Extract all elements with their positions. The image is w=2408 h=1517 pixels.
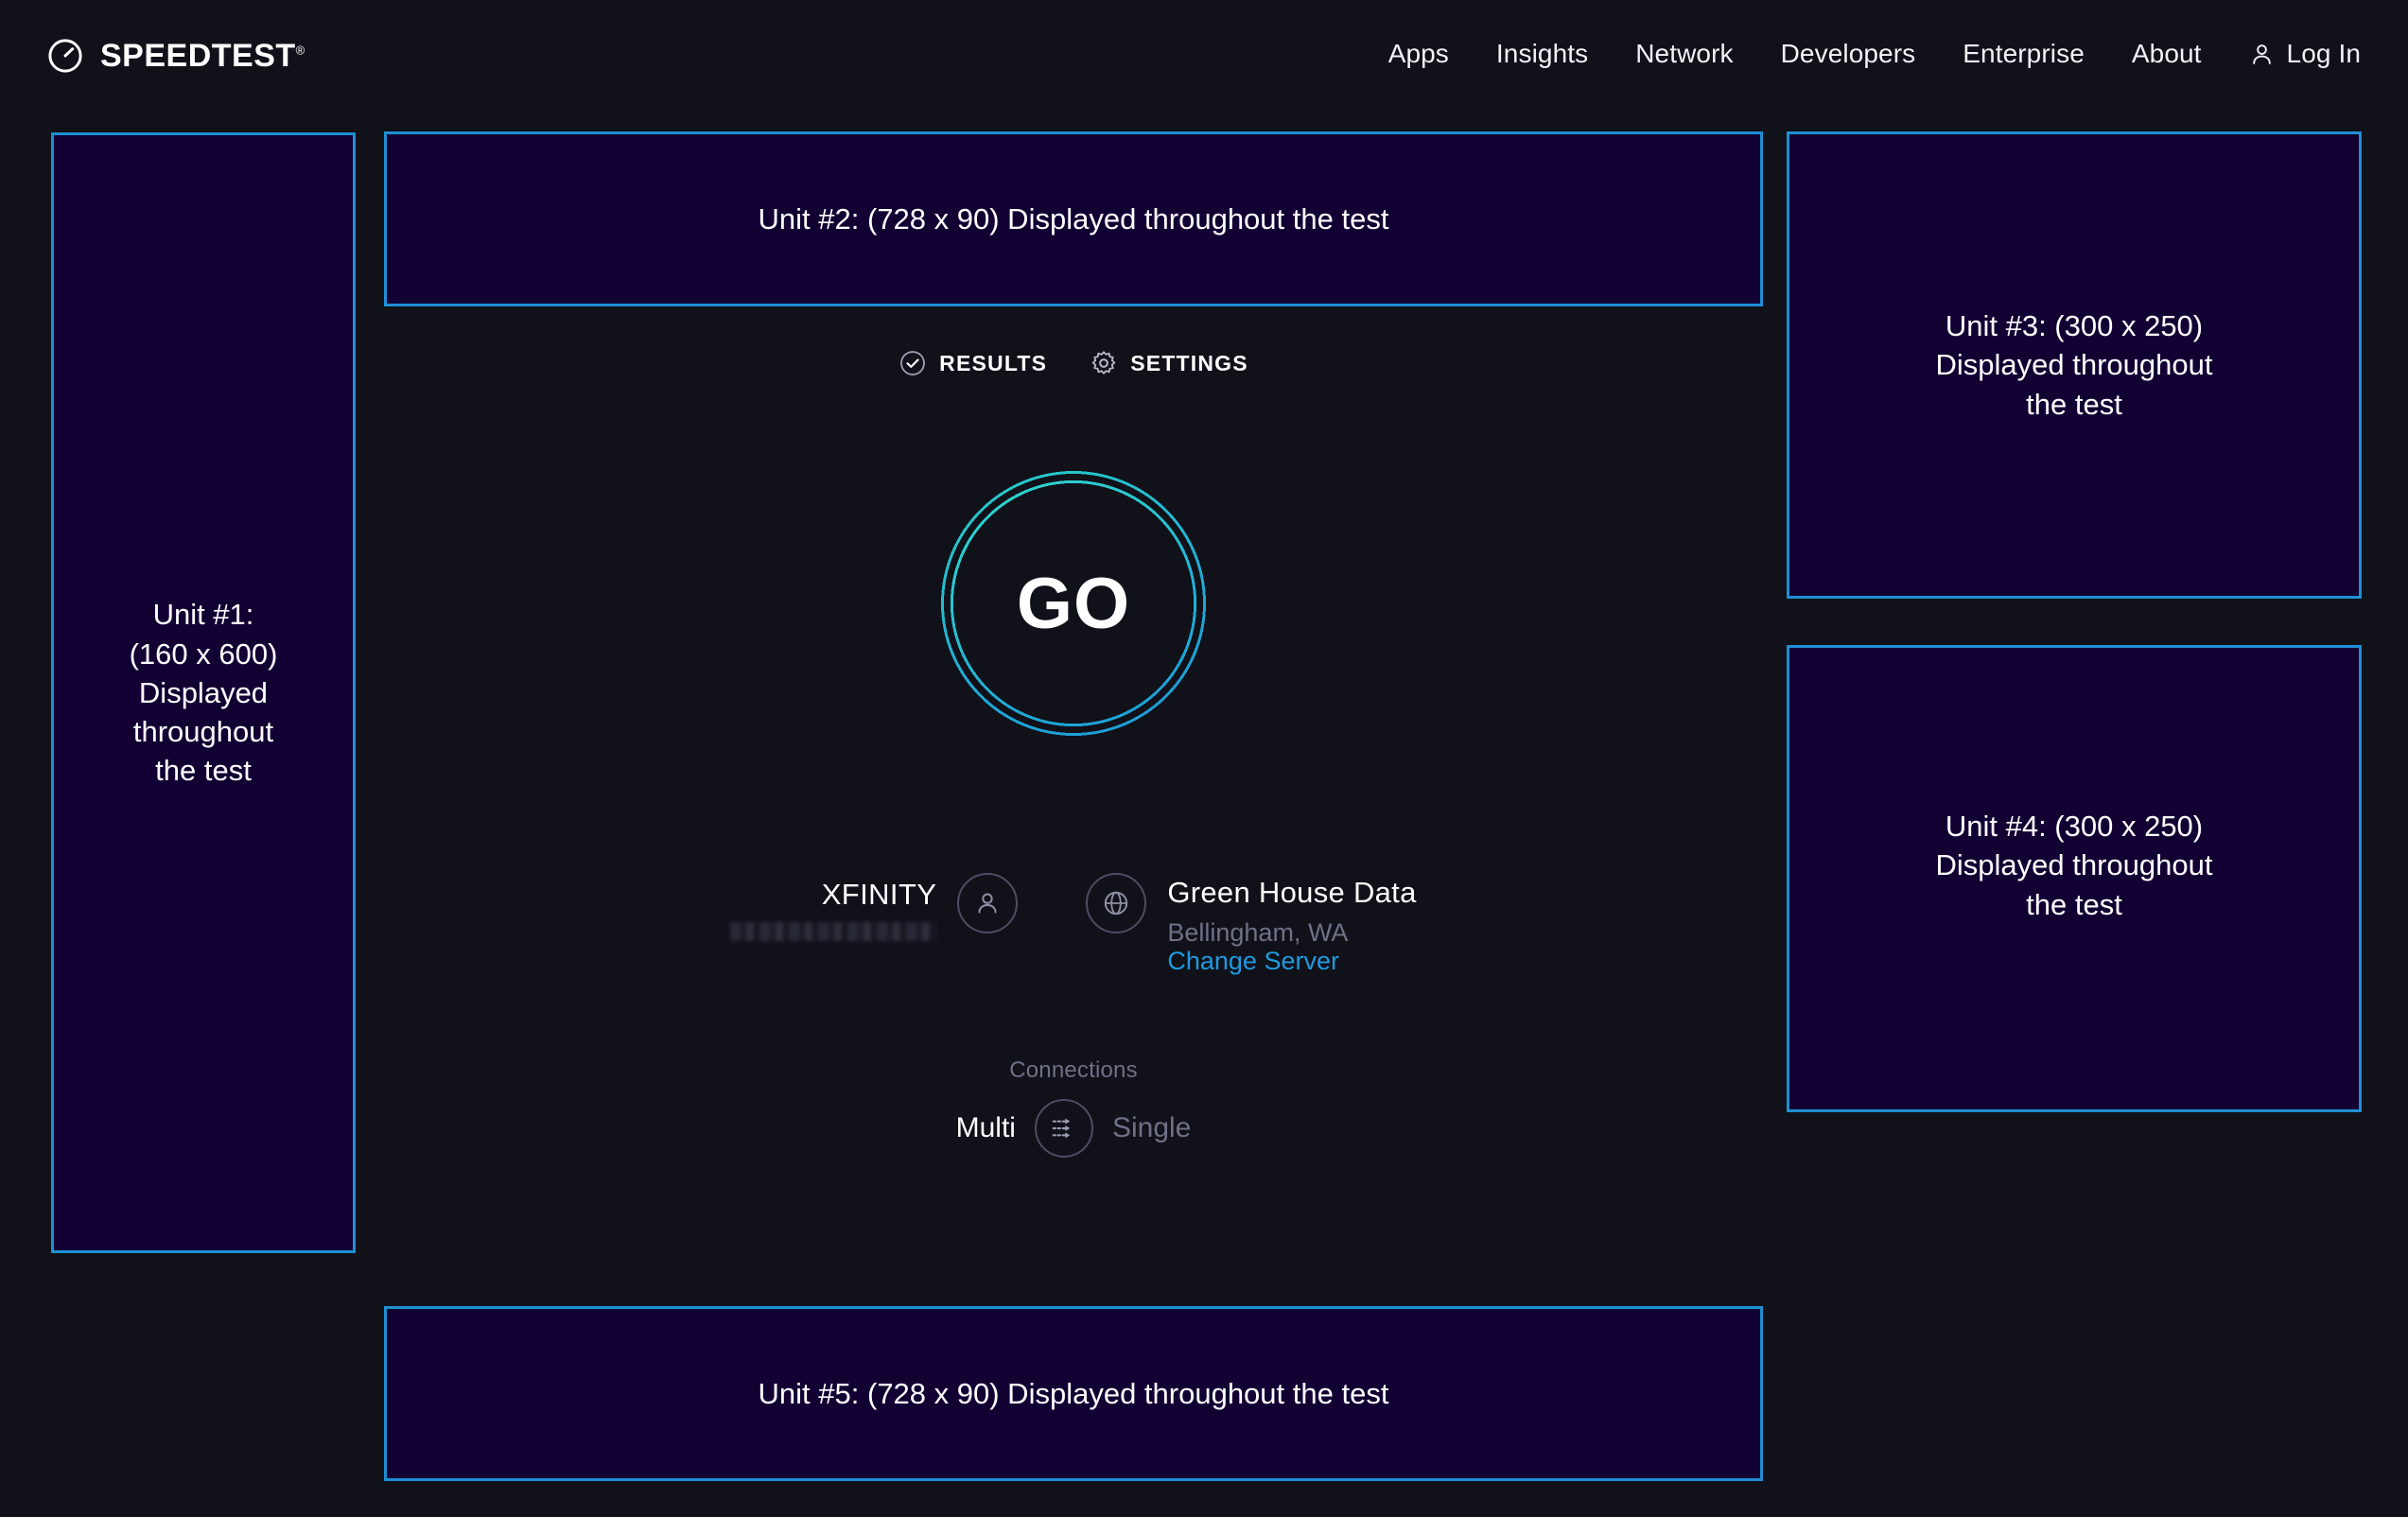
- ad-unit-4[interactable]: Unit #4: (300 x 250) Displayed throughou…: [1787, 645, 2362, 1112]
- person-circle-icon: [957, 873, 1019, 933]
- gear-icon: [1090, 349, 1118, 377]
- login-button[interactable]: Log In: [2225, 38, 2370, 70]
- ad-unit-3-text: Unit #3: (300 x 250) Displayed throughou…: [1935, 309, 2213, 421]
- ad-unit-5-text: Unit #5: (728 x 90) Displayed throughout…: [758, 1376, 1389, 1410]
- stage-toolbar: RESULTS SETTINGS: [384, 349, 1763, 377]
- globe-circle-icon: [1086, 873, 1147, 933]
- connections-option-multi[interactable]: Multi: [955, 1112, 1016, 1143]
- isp-name: XFINITY: [821, 878, 937, 911]
- connections-option-single[interactable]: Single: [1111, 1112, 1192, 1143]
- speedtest-stage: RESULTS SETTINGS GO XFINITY: [384, 306, 1763, 1306]
- speedometer-icon: [45, 36, 85, 76]
- ad-unit-2-text: Unit #2: (728 x 90) Displayed throughout…: [758, 201, 1389, 235]
- ad-unit-3[interactable]: Unit #3: (300 x 250) Displayed throughou…: [1787, 131, 2362, 599]
- main-navigation: Apps Insights Network Developers Enterpr…: [1365, 38, 2370, 70]
- login-label: Log In: [2286, 39, 2361, 68]
- connections-control: Connections Multi Single: [384, 1057, 1763, 1158]
- ad-unit-1[interactable]: Unit #1: (160 x 600) Displayed throughou…: [51, 132, 356, 1253]
- nav-item-about[interactable]: About: [2131, 39, 2202, 68]
- connection-info: XFINITY Green House Data Bellin: [384, 867, 1763, 975]
- ad-unit-4-text: Unit #4: (300 x 250) Displayed throughou…: [1935, 810, 2213, 921]
- logo-wordmark: SPEEDTEST®: [100, 38, 305, 74]
- trademark-symbol: ®: [295, 43, 305, 58]
- connections-title: Connections: [1009, 1057, 1138, 1083]
- settings-button[interactable]: SETTINGS: [1090, 349, 1248, 377]
- nav-item-enterprise[interactable]: Enterprise: [1963, 39, 2085, 68]
- isp-ip-masked: [730, 922, 937, 942]
- speedtest-logo[interactable]: SPEEDTEST®: [45, 36, 305, 76]
- ad-unit-1-text: Unit #1: (160 x 600) Displayed throughou…: [129, 598, 278, 788]
- ad-unit-2[interactable]: Unit #2: (728 x 90) Displayed throughout…: [384, 131, 1763, 306]
- server-location: Bellingham, WA: [1167, 918, 1349, 948]
- results-label: RESULTS: [939, 350, 1048, 375]
- person-icon: [2249, 42, 2275, 67]
- connections-toggle[interactable]: Multi Single: [955, 1099, 1192, 1158]
- change-server-link[interactable]: Change Server: [1167, 946, 1339, 975]
- nav-item-network[interactable]: Network: [1635, 39, 1734, 68]
- ad-unit-5[interactable]: Unit #5: (728 x 90) Displayed throughout…: [384, 1306, 1763, 1481]
- results-button[interactable]: RESULTS: [899, 349, 1047, 377]
- nav-item-apps[interactable]: Apps: [1387, 39, 1449, 68]
- check-circle-icon: [899, 349, 927, 377]
- site-header: SPEEDTEST® Apps Insights Network Develop…: [0, 0, 2408, 106]
- multi-arrows-icon[interactable]: [1034, 1099, 1093, 1158]
- isp-block[interactable]: XFINITY: [730, 867, 1019, 942]
- go-button[interactable]: GO: [886, 416, 1261, 791]
- server-name: Green House Data: [1167, 876, 1417, 909]
- settings-label: SETTINGS: [1130, 350, 1248, 375]
- go-button-label: GO: [1016, 563, 1131, 644]
- nav-item-insights[interactable]: Insights: [1495, 39, 1589, 68]
- nav-item-developers[interactable]: Developers: [1780, 39, 1916, 68]
- go-ring-inner: [899, 429, 1248, 777]
- server-block[interactable]: Green House Data Bellingham, WA Change S…: [1086, 867, 1416, 975]
